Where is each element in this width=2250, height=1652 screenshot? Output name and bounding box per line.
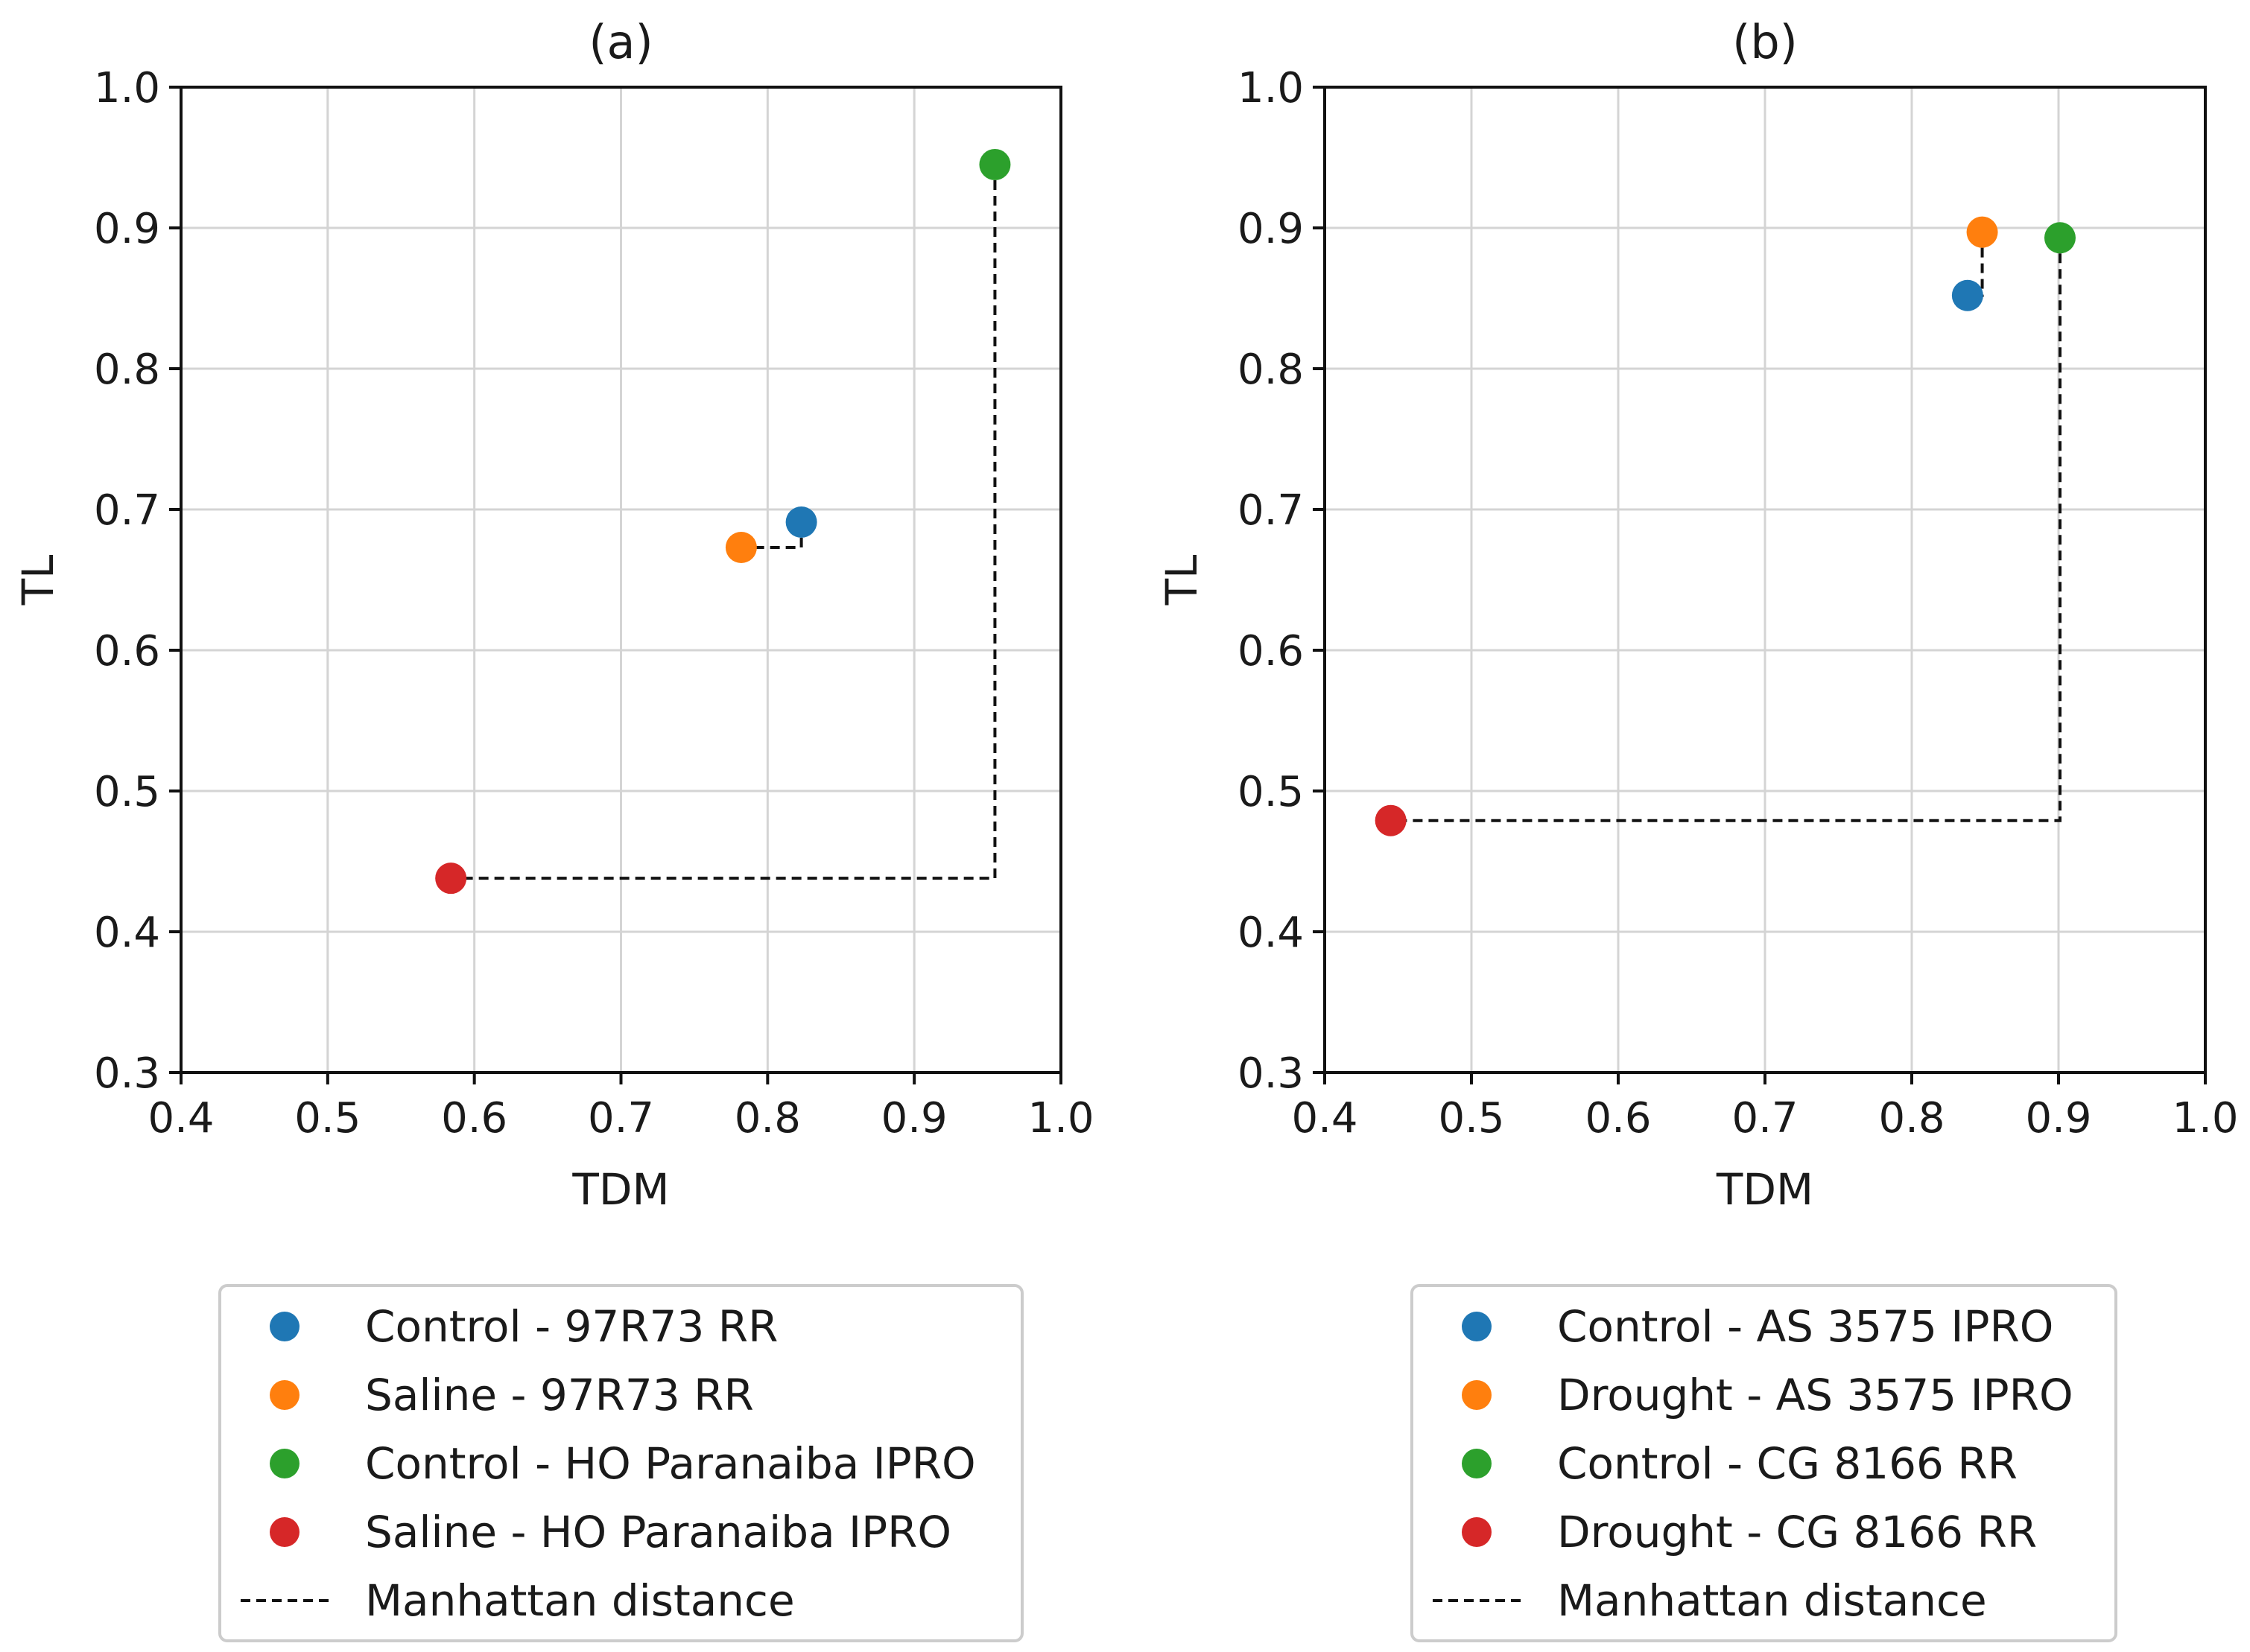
y-tick-label: 0.6 (94, 627, 160, 676)
data-point-1 (1951, 279, 1983, 311)
x-tick-label: 0.7 (1731, 1094, 1798, 1143)
x-tick-label: 0.5 (294, 1094, 361, 1143)
manhattan-distance-line (1390, 238, 2062, 822)
data-point-1 (785, 506, 817, 539)
data-point-4 (1375, 804, 1407, 836)
y-tick-label: 0.7 (1238, 486, 1304, 535)
legend-marker (1462, 1380, 1492, 1410)
legend-marker (1462, 1517, 1492, 1547)
legend-entry: Drought - AS 3575 IPRO (1557, 1370, 2073, 1420)
y-tick-label: 0.9 (94, 205, 160, 253)
y-axis-label: TL (1156, 555, 1207, 606)
legend-entry: Saline - HO Paranaiba IPRO (365, 1507, 951, 1557)
data-point-2 (1966, 216, 1998, 248)
data-point-3 (979, 148, 1011, 180)
data-point-2 (725, 532, 757, 564)
y-tick-label: 0.3 (94, 1049, 160, 1098)
x-tick-label: 0.8 (735, 1094, 801, 1143)
x-tick-label: 0.8 (1878, 1094, 1945, 1143)
legend: Control - 97R73 RR Saline - 97R73 RR Contr… (218, 1284, 1024, 1642)
legend-box (218, 1284, 1024, 1642)
x-tick-label: 0.7 (588, 1094, 654, 1143)
manhattan-distance-line (451, 164, 997, 880)
y-tick-label: 1.0 (94, 64, 160, 112)
legend-entry: Drought - CG 8166 RR (1557, 1507, 2037, 1557)
legend-marker (270, 1517, 300, 1547)
panel-title: (b) (1732, 15, 1798, 69)
data-point-3 (2044, 222, 2076, 254)
y-tick-label: 0.9 (1238, 205, 1304, 253)
data-point-4 (435, 862, 467, 895)
y-tick-label: 0.5 (1238, 768, 1304, 816)
x-tick-label: 0.4 (148, 1094, 214, 1143)
x-tick-label: 1.0 (2172, 1094, 2238, 1143)
legend-entry: Control - 97R73 RR (365, 1301, 778, 1352)
y-tick-label: 0.5 (94, 768, 160, 816)
y-tick-label: 0.8 (94, 346, 160, 394)
legend-marker (270, 1312, 300, 1341)
x-axis-label: TDM (1716, 1164, 1813, 1215)
y-tick-label: 0.4 (94, 909, 160, 957)
legend-entry: Control - AS 3575 IPRO (1557, 1301, 2053, 1352)
x-tick-label: 0.6 (1585, 1094, 1651, 1143)
x-tick-label: 0.9 (881, 1094, 948, 1143)
legend-box (1410, 1284, 2117, 1642)
y-tick-label: 0.7 (94, 486, 160, 535)
legend-marker (1462, 1312, 1492, 1341)
panel-b: 0.4 0.5 0.6 0.7 0.8 0.9 1.00.30.40.50.60.70.80… (1156, 15, 2239, 1642)
legend-entry: Saline - 97R73 RR (365, 1370, 754, 1420)
x-tick-label: 0.4 (1291, 1094, 1357, 1143)
x-axis-label: TDM (571, 1164, 669, 1215)
x-tick-label: 0.5 (1438, 1094, 1504, 1143)
panel-title: (a) (589, 15, 653, 69)
legend-entry: Manhattan distance (1557, 1575, 1987, 1626)
y-tick-label: 0.6 (1238, 627, 1304, 676)
legend-entry: Control - HO Paranaiba IPRO (365, 1438, 976, 1489)
x-tick-label: 0.9 (2025, 1094, 2091, 1143)
y-tick-label: 0.3 (1238, 1049, 1304, 1098)
y-axis-label: TL (13, 555, 63, 606)
x-tick-label: 1.0 (1027, 1094, 1094, 1143)
y-tick-label: 1.0 (1238, 64, 1304, 112)
x-tick-label: 0.6 (441, 1094, 507, 1143)
y-tick-label: 0.8 (1238, 346, 1304, 394)
y-tick-label: 0.4 (1238, 909, 1304, 957)
legend-entry: Control - CG 8166 RR (1557, 1438, 2018, 1489)
panel-a: 0.4 0.5 0.6 0.7 0.8 0.9 1.00.30.40.50.60.70.80… (13, 15, 1094, 1642)
legend-marker (1462, 1449, 1492, 1478)
legend-marker (270, 1380, 300, 1410)
legend-marker (270, 1449, 300, 1478)
legend-entry: Manhattan distance (365, 1575, 795, 1626)
legend: Control - AS 3575 IPRO Drought - AS 3575 … (1410, 1284, 2117, 1642)
